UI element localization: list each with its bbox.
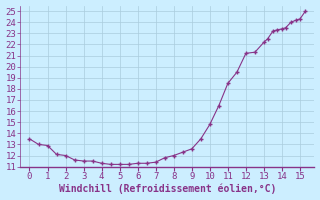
X-axis label: Windchill (Refroidissement éolien,°C): Windchill (Refroidissement éolien,°C) bbox=[59, 184, 276, 194]
